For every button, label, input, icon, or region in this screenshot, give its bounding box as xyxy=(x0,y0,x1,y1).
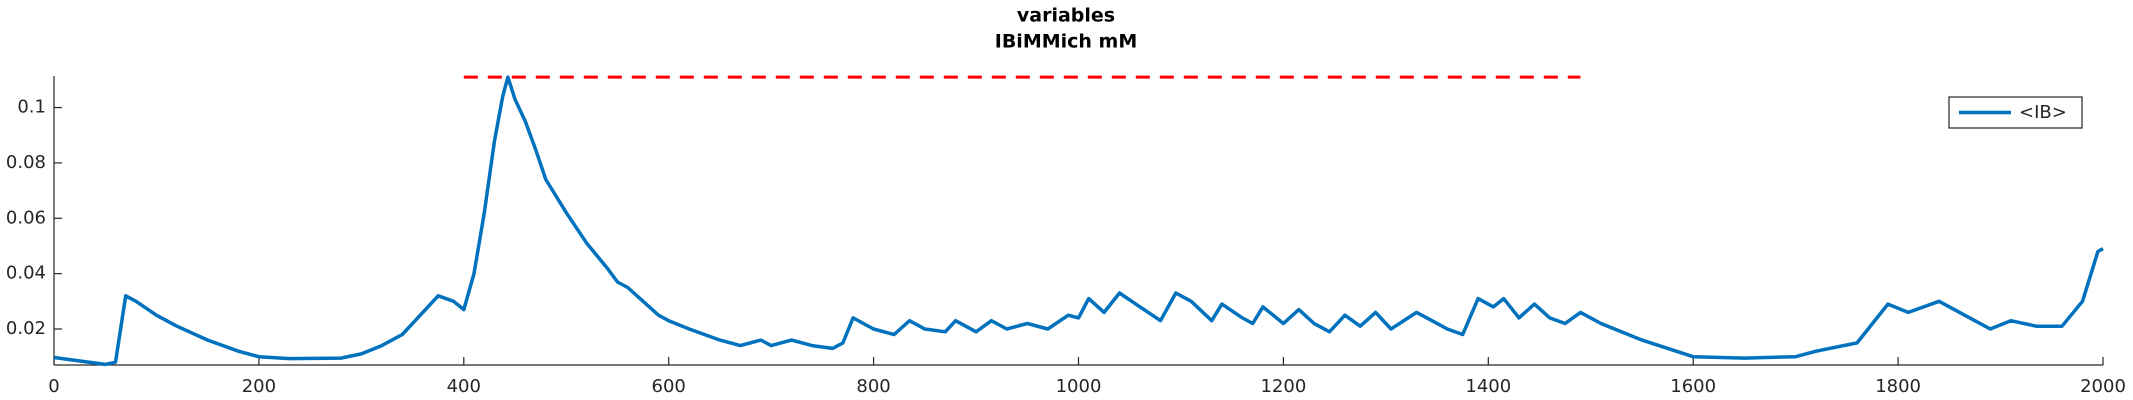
y-tick-label: 0.02 xyxy=(6,318,46,339)
x-tick-label: 1800 xyxy=(1875,376,1921,397)
x-tick-label: 1400 xyxy=(1465,376,1511,397)
y-tick-label: 0.04 xyxy=(6,263,46,284)
x-tick-label: 0 xyxy=(48,376,59,397)
x-tick-label: 1600 xyxy=(1670,376,1716,397)
data-line xyxy=(53,75,2104,367)
x-tick-label: 400 xyxy=(447,376,481,397)
y-tick-label: 0.08 xyxy=(6,152,46,173)
x-tick-label: 200 xyxy=(242,376,276,397)
y-tick-label: 0.1 xyxy=(17,97,46,118)
chart-subtitle: IBiMMich mM xyxy=(995,31,1138,53)
x-tick-label: 1200 xyxy=(1260,376,1306,397)
y-tick-label: 0.06 xyxy=(6,207,46,228)
chart-title: variables xyxy=(1017,5,1115,27)
x-tick-label: 1000 xyxy=(1056,376,1102,397)
legend-label: <IB> xyxy=(2019,102,2067,123)
x-tick-label: 800 xyxy=(856,376,890,397)
x-tick-label: 2000 xyxy=(2080,376,2126,397)
x-tick-label: 600 xyxy=(652,376,686,397)
